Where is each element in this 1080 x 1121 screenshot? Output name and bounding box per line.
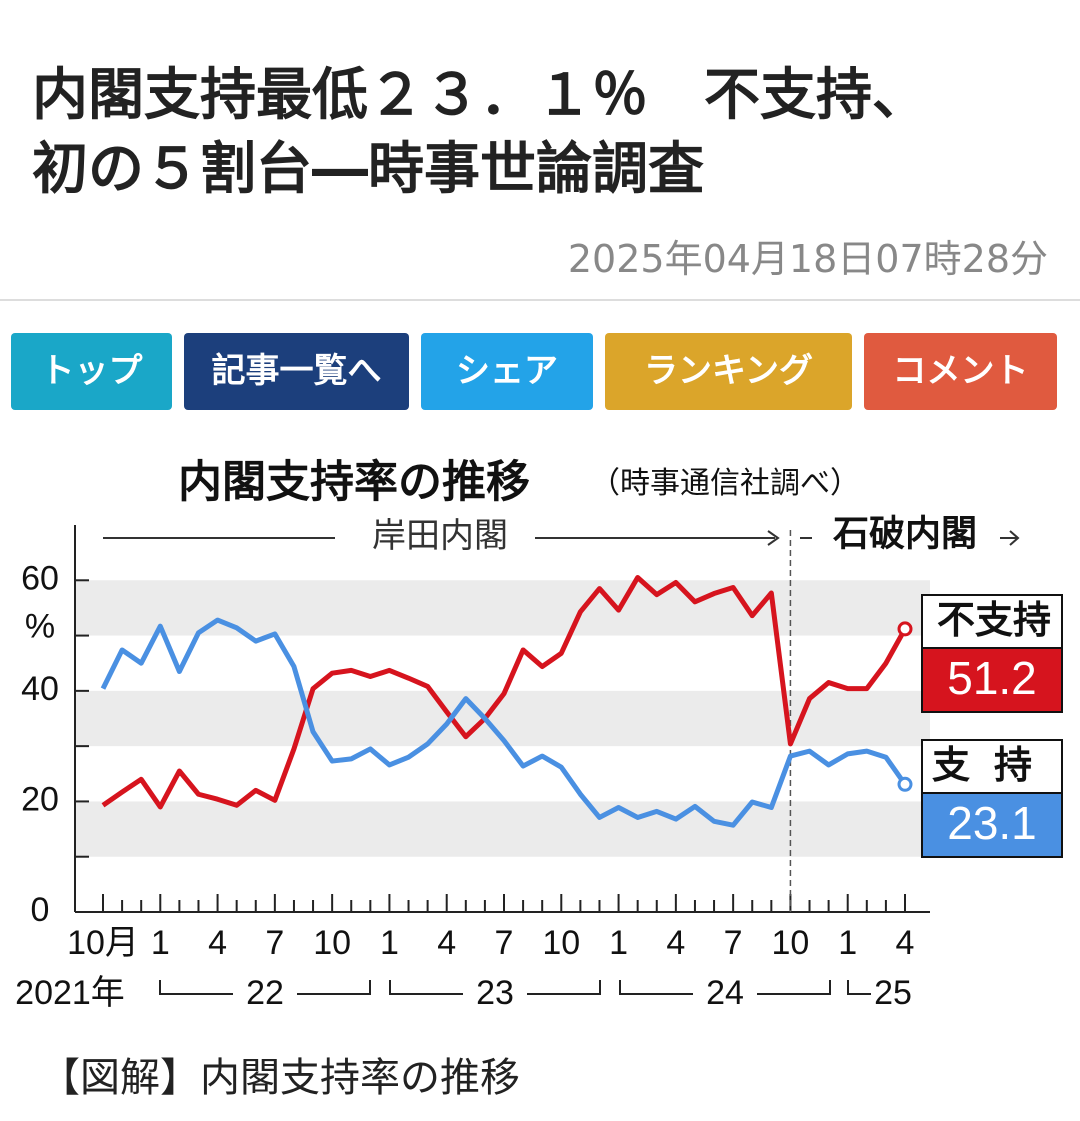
value-label: 51.2: [947, 652, 1037, 704]
chart: 内閣支持率の推移 （時事通信社調べ） 岸田内閣 石破内閣 0 20 40 60% 10月…: [15, 458, 1063, 1012]
x-tick-label: 7: [495, 924, 514, 962]
arrow: [767, 530, 780, 546]
legend-label: 支持: [932, 745, 1056, 787]
caption: 【図解】内閣支持率の推移: [40, 1055, 520, 1101]
annotation: 石破内閣: [833, 513, 977, 554]
x-tick-label: 1: [380, 924, 399, 962]
x-tick-label: 4: [208, 924, 227, 962]
x-tick-label: 4: [896, 924, 915, 962]
x-tick-label: 4: [666, 924, 685, 962]
nav-button[interactable]: トップ: [11, 333, 172, 410]
headline: 内閣支持最低２３．１％ 不支持、: [32, 63, 928, 128]
grid-band: [75, 801, 930, 857]
end-marker: [897, 621, 913, 637]
annotation: 岸田内閣: [372, 517, 508, 555]
y-tick-label: 40: [21, 670, 59, 708]
year-label: 24: [706, 974, 744, 1012]
x-tick-label: 10月: [67, 924, 139, 962]
year-bracket: [847, 980, 871, 995]
x-tick-label: 1: [151, 924, 170, 962]
legend-label: 不支持: [937, 600, 1051, 642]
year-label: 25: [874, 974, 912, 1012]
x-tick-label: 7: [265, 924, 284, 962]
arrow: [1000, 530, 1020, 546]
y-tick-label: 60: [21, 559, 59, 597]
x-tick-label: 10: [542, 924, 580, 962]
x-tick-label: 1: [838, 924, 857, 962]
year-label: 23: [476, 974, 514, 1012]
year-label: 2021年: [15, 974, 125, 1012]
nav-button[interactable]: コメント: [864, 333, 1057, 410]
series-line: [100, 617, 908, 828]
x-tick-label: 7: [724, 924, 743, 962]
y-tick-label: 20: [21, 780, 59, 818]
label-box-value: [921, 647, 1063, 713]
year-bracket: [159, 980, 371, 995]
chart-subtitle: （時事通信社調べ）: [590, 467, 860, 500]
y-unit: %: [25, 607, 55, 645]
chart-title: 内閣支持率の推移: [178, 458, 530, 507]
date: 2025年04月18日07時28分: [567, 237, 1048, 281]
year-bracket: [389, 980, 601, 995]
nav-button[interactable]: シェア: [421, 333, 593, 410]
y-tick-label: 0: [31, 891, 50, 929]
end-marker: [897, 776, 913, 792]
separator: [0, 299, 1080, 301]
value-label: 23.1: [947, 797, 1037, 849]
year-label: 22: [246, 974, 284, 1012]
series-line: [101, 575, 908, 810]
nav-button[interactable]: ランキング: [605, 333, 852, 410]
headline: 初の５割台―時事世論調査: [32, 137, 704, 202]
grid-band: [75, 580, 930, 636]
x-tick-label: 10: [772, 924, 810, 962]
x-tick-label: 4: [437, 924, 456, 962]
year-bracket: [619, 980, 831, 995]
label-box-value: [921, 792, 1063, 858]
nav-button[interactable]: 記事一覧へ: [184, 333, 409, 410]
x-tick-label: 1: [609, 924, 628, 962]
x-tick-label: 10: [313, 924, 351, 962]
